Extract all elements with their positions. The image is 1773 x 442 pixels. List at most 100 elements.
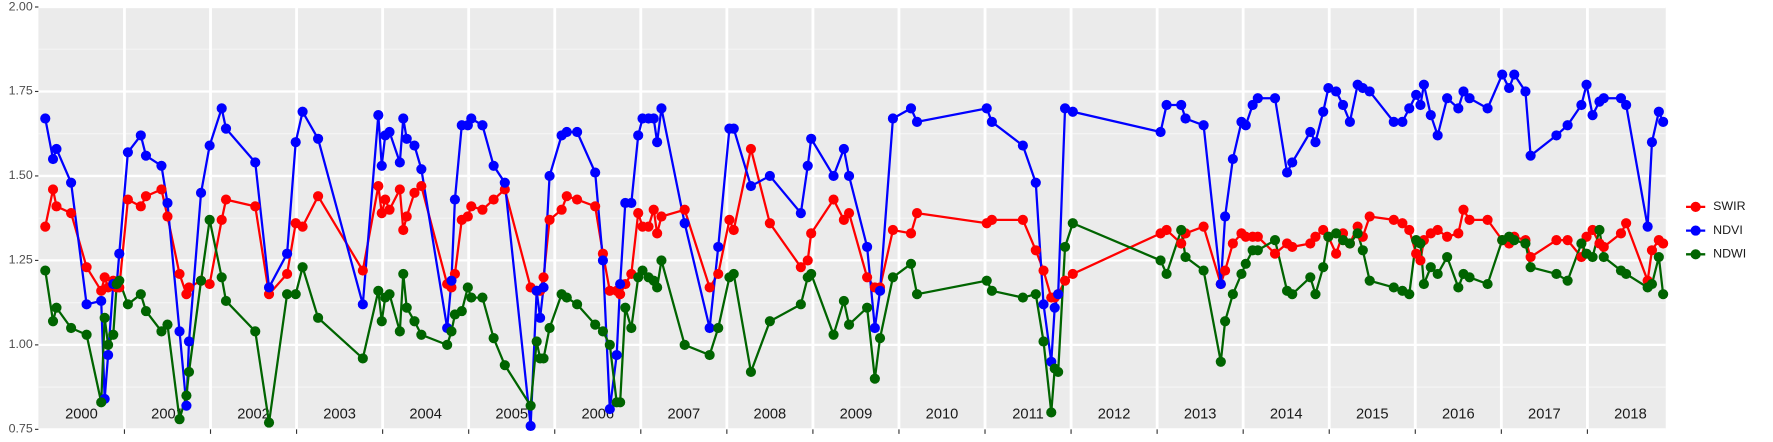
year-label: 2010: [926, 407, 959, 423]
data-point: [1287, 241, 1298, 252]
data-point: [204, 214, 215, 225]
data-point: [626, 322, 637, 334]
data-point: [1453, 103, 1464, 114]
data-point: [1594, 224, 1605, 236]
data-point: [1176, 99, 1187, 111]
data-point: [51, 201, 62, 212]
data-point: [643, 221, 654, 232]
data-point: [1252, 93, 1263, 104]
data-point: [1525, 150, 1536, 161]
data-point: [1397, 218, 1408, 229]
year-label: 2005: [495, 407, 528, 423]
data-point: [156, 160, 167, 171]
data-point: [679, 339, 690, 350]
data-point: [1364, 86, 1375, 97]
data-point: [1621, 99, 1632, 111]
data-point: [1067, 268, 1078, 280]
data-point: [728, 123, 739, 134]
data-point: [1388, 116, 1399, 127]
data-point: [394, 184, 405, 195]
data-point: [1337, 99, 1349, 111]
data-point: [477, 292, 488, 303]
data-point: [1305, 126, 1316, 138]
data-point: [1418, 79, 1429, 90]
data-point: [216, 272, 227, 283]
data-point: [544, 214, 555, 225]
data-point: [1059, 103, 1071, 114]
data-point: [531, 336, 542, 347]
data-point: [1331, 86, 1342, 97]
data-point: [290, 137, 301, 148]
data-point: [745, 366, 757, 377]
data-point: [1598, 93, 1609, 104]
data-point: [1520, 238, 1531, 249]
data-point: [140, 306, 152, 317]
data-point: [795, 299, 806, 310]
data-point: [1067, 106, 1078, 117]
data-point: [103, 339, 114, 350]
data-point: [561, 126, 572, 138]
data-point: [1551, 130, 1562, 141]
data-point: [1310, 231, 1321, 242]
data-point: [140, 150, 152, 161]
data-point: [66, 177, 77, 188]
data-point: [1180, 113, 1191, 124]
data-point: [1453, 228, 1464, 239]
legend-label: NDVI: [1713, 223, 1743, 237]
data-point: [1220, 265, 1231, 276]
data-point: [1357, 245, 1368, 256]
data-point: [114, 248, 125, 259]
data-point: [713, 268, 724, 280]
data-point: [874, 285, 886, 296]
data-point: [174, 268, 185, 280]
data-point: [1059, 241, 1071, 252]
data-point: [604, 404, 615, 415]
data-point: [981, 103, 992, 114]
data-point: [446, 326, 457, 337]
data-point: [806, 228, 817, 239]
data-point: [745, 180, 757, 192]
data-point: [446, 275, 457, 286]
data-point: [1442, 93, 1453, 104]
data-point: [416, 329, 427, 340]
data-point: [47, 316, 59, 327]
data-point: [911, 208, 923, 219]
data-point: [1404, 103, 1415, 114]
data-point: [1658, 116, 1669, 127]
data-point: [499, 177, 510, 188]
data-point: [40, 265, 51, 276]
data-point: [637, 265, 648, 276]
year-label: 2007: [667, 407, 700, 423]
data-point: [114, 275, 125, 286]
data-point: [615, 397, 626, 408]
data-point: [1344, 116, 1355, 127]
data-point: [806, 133, 817, 144]
data-point: [1017, 140, 1028, 151]
legend-swatch: [1690, 225, 1701, 236]
data-point: [1482, 103, 1493, 114]
data-point: [1551, 268, 1562, 280]
data-point: [357, 265, 368, 276]
data-point: [297, 106, 308, 117]
data-point: [802, 255, 813, 266]
y-tick-label: 2.00: [9, 0, 33, 13]
data-point: [216, 103, 227, 114]
year-label: 2004: [409, 407, 442, 423]
data-point: [384, 204, 395, 215]
data-point: [648, 204, 659, 215]
data-point: [590, 201, 601, 212]
data-point: [764, 316, 775, 327]
data-point: [1252, 245, 1263, 256]
data-point: [911, 289, 923, 300]
data-point: [373, 180, 384, 192]
year-label: 2013: [1184, 407, 1217, 423]
data-point: [174, 326, 185, 337]
data-point: [1418, 278, 1429, 290]
data-point: [1287, 289, 1298, 300]
data-point: [1504, 83, 1515, 94]
data-point: [466, 113, 477, 124]
data-point: [398, 113, 409, 124]
data-point: [1598, 251, 1609, 263]
data-point: [1364, 211, 1375, 222]
data-point: [456, 306, 467, 317]
